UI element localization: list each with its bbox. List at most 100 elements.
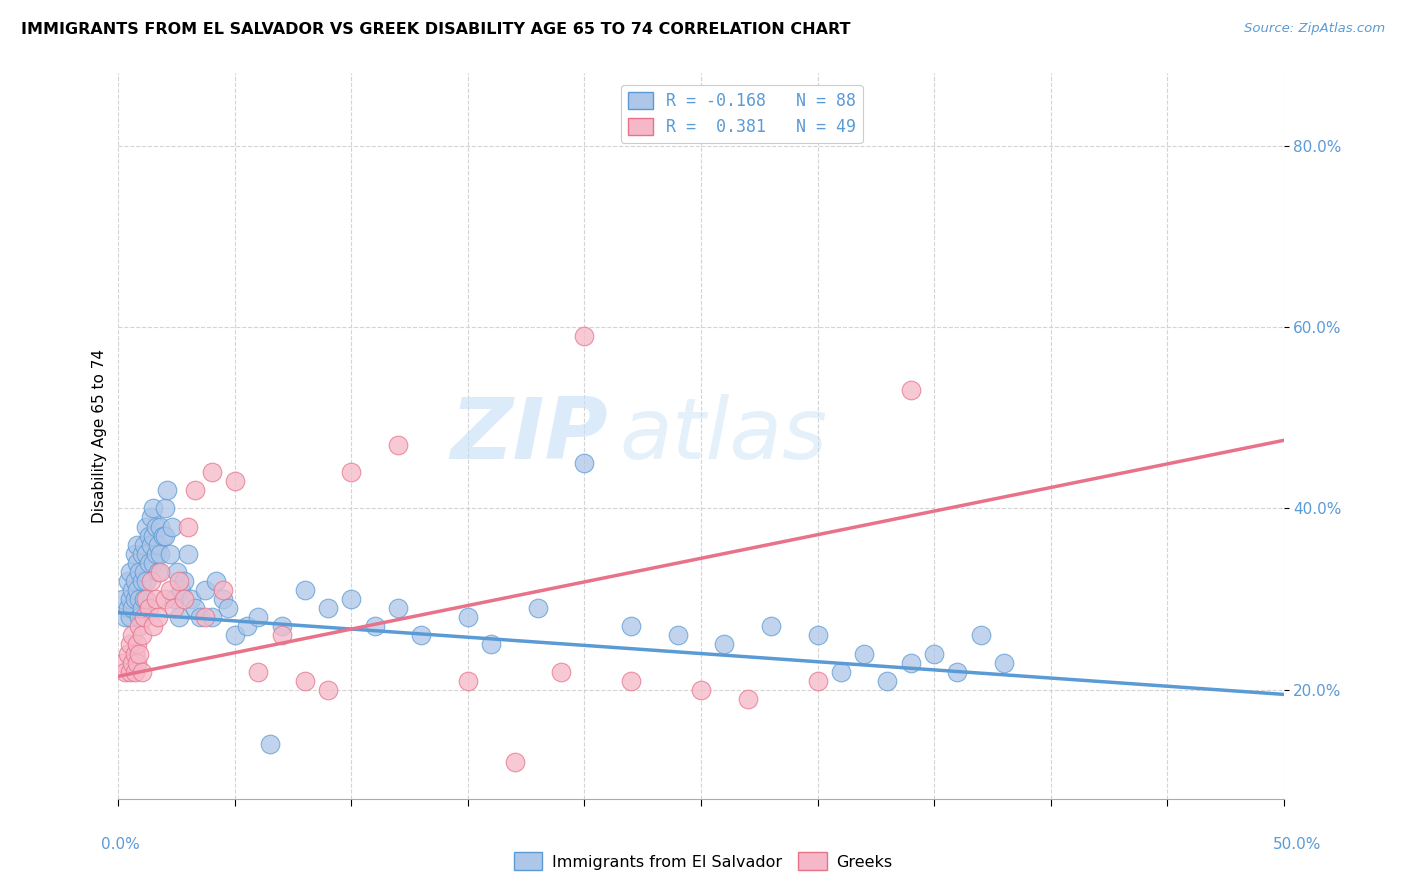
- Point: [153, 592, 176, 607]
- Point: [117, 574, 139, 588]
- Point: [173, 574, 195, 588]
- Point: [173, 592, 195, 607]
- Point: [142, 556, 165, 570]
- Point: [121, 582, 143, 597]
- Point: [184, 601, 207, 615]
- Point: [364, 619, 387, 633]
- Point: [138, 556, 160, 570]
- Point: [340, 465, 363, 479]
- Point: [503, 756, 526, 770]
- Point: [135, 592, 157, 607]
- Point: [457, 610, 479, 624]
- Point: [224, 628, 246, 642]
- Point: [131, 665, 153, 679]
- Point: [340, 592, 363, 607]
- Point: [666, 628, 689, 642]
- Point: [270, 628, 292, 642]
- Point: [217, 601, 239, 615]
- Point: [124, 665, 146, 679]
- Point: [132, 538, 155, 552]
- Point: [759, 619, 782, 633]
- Point: [574, 329, 596, 343]
- Point: [159, 582, 181, 597]
- Point: [900, 384, 922, 398]
- Legend: R = -0.168   N = 88, R =  0.381   N = 49: R = -0.168 N = 88, R = 0.381 N = 49: [621, 85, 863, 143]
- Point: [411, 628, 433, 642]
- Text: Source: ZipAtlas.com: Source: ZipAtlas.com: [1244, 22, 1385, 36]
- Point: [160, 519, 183, 533]
- Point: [146, 565, 169, 579]
- Point: [149, 565, 172, 579]
- Point: [124, 547, 146, 561]
- Point: [117, 647, 139, 661]
- Text: ZIP: ZIP: [450, 394, 607, 477]
- Point: [806, 628, 828, 642]
- Text: IMMIGRANTS FROM EL SALVADOR VS GREEK DISABILITY AGE 65 TO 74 CORRELATION CHART: IMMIGRANTS FROM EL SALVADOR VS GREEK DIS…: [21, 22, 851, 37]
- Point: [145, 547, 167, 561]
- Point: [132, 592, 155, 607]
- Point: [138, 601, 160, 615]
- Point: [139, 510, 162, 524]
- Point: [167, 574, 190, 588]
- Point: [163, 601, 186, 615]
- Point: [114, 610, 136, 624]
- Point: [112, 656, 135, 670]
- Point: [125, 538, 148, 552]
- Point: [457, 673, 479, 688]
- Point: [120, 565, 142, 579]
- Point: [149, 547, 172, 561]
- Point: [139, 538, 162, 552]
- Point: [128, 565, 150, 579]
- Point: [131, 601, 153, 615]
- Point: [224, 474, 246, 488]
- Point: [166, 565, 188, 579]
- Point: [737, 692, 759, 706]
- Point: [387, 438, 409, 452]
- Point: [112, 592, 135, 607]
- Y-axis label: Disability Age 65 to 74: Disability Age 65 to 74: [93, 349, 107, 523]
- Point: [131, 574, 153, 588]
- Point: [128, 647, 150, 661]
- Point: [114, 665, 136, 679]
- Point: [125, 582, 148, 597]
- Point: [946, 665, 969, 679]
- Point: [806, 673, 828, 688]
- Point: [138, 528, 160, 542]
- Point: [125, 638, 148, 652]
- Point: [135, 574, 157, 588]
- Text: atlas: atlas: [620, 394, 828, 477]
- Point: [145, 519, 167, 533]
- Point: [235, 619, 257, 633]
- Point: [620, 673, 643, 688]
- Point: [201, 610, 224, 624]
- Point: [128, 610, 150, 624]
- Point: [153, 528, 176, 542]
- Point: [152, 528, 174, 542]
- Point: [205, 574, 228, 588]
- Point: [153, 501, 176, 516]
- Point: [128, 592, 150, 607]
- Point: [142, 501, 165, 516]
- Point: [124, 592, 146, 607]
- Point: [149, 519, 172, 533]
- Point: [167, 610, 190, 624]
- Point: [139, 574, 162, 588]
- Text: 50.0%: 50.0%: [1274, 837, 1322, 852]
- Point: [550, 665, 572, 679]
- Point: [121, 601, 143, 615]
- Point: [121, 656, 143, 670]
- Point: [120, 592, 142, 607]
- Point: [142, 528, 165, 542]
- Point: [131, 628, 153, 642]
- Point: [194, 582, 217, 597]
- Point: [247, 610, 270, 624]
- Point: [117, 601, 139, 615]
- Point: [690, 682, 713, 697]
- Point: [120, 638, 142, 652]
- Point: [159, 547, 181, 561]
- Point: [177, 519, 200, 533]
- Point: [620, 619, 643, 633]
- Point: [125, 656, 148, 670]
- Point: [163, 592, 186, 607]
- Point: [316, 682, 339, 697]
